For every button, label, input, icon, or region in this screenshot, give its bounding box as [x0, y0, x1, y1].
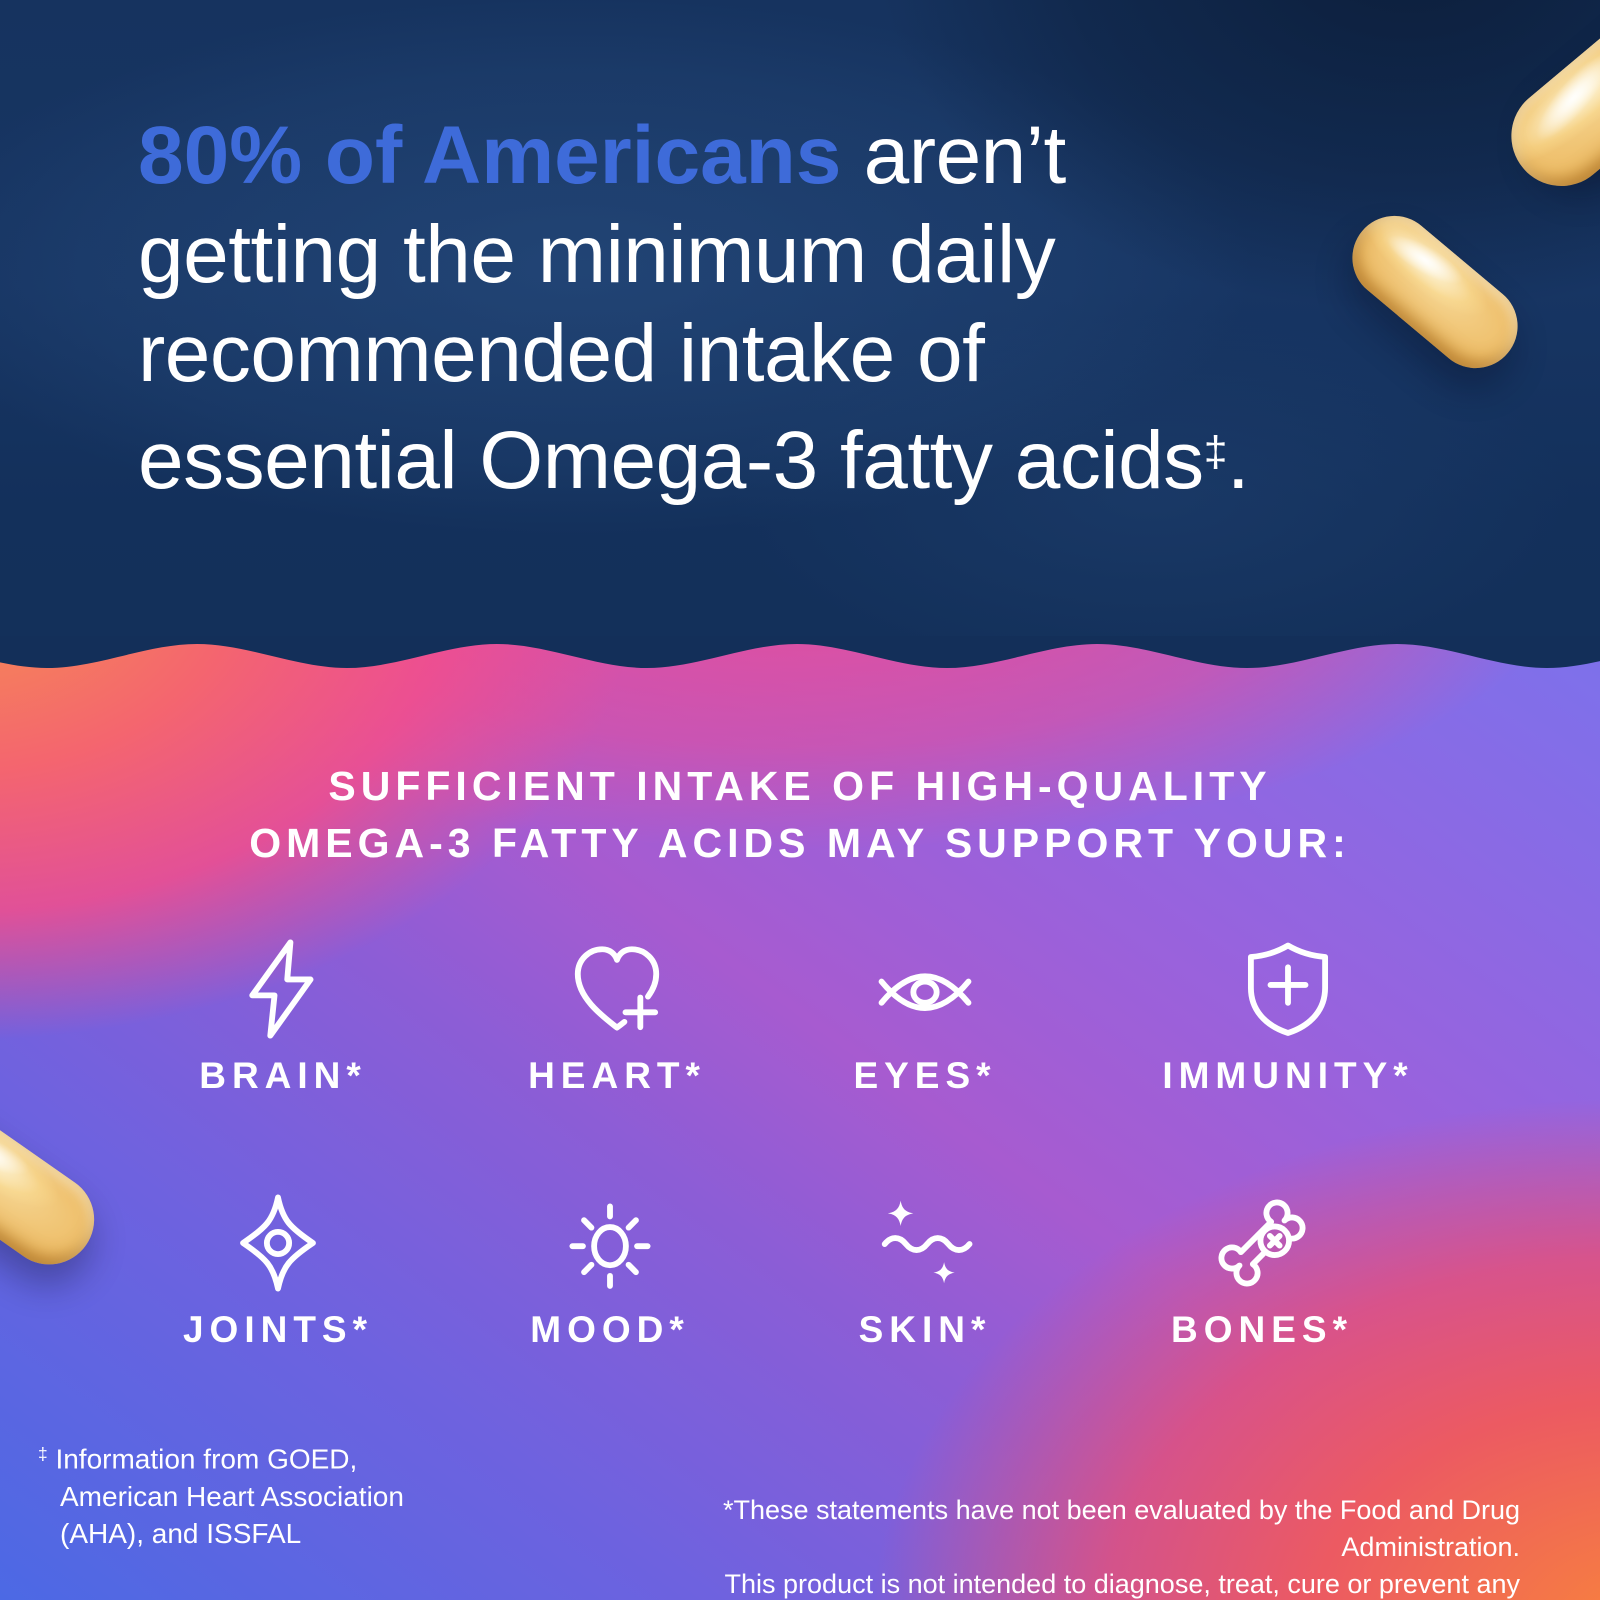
benefit-label: JOINTS* — [182, 1309, 374, 1350]
bottom-section-background — [0, 600, 1600, 1600]
benefit-joints: JOINTS* — [118, 1190, 438, 1351]
eye-icon — [878, 973, 972, 1011]
sun-icon — [569, 1203, 651, 1289]
benefit-brain: BRAIN* — [123, 936, 443, 1097]
fda-disclaimer: *These statements have not been evaluate… — [620, 1492, 1520, 1600]
headline-line-1: 80% of Americans aren’t — [138, 110, 1066, 201]
bone-plus-icon — [1218, 1199, 1306, 1287]
fda-disclaimer-line-1: *These statements have not been evaluate… — [722, 1495, 1520, 1562]
fda-disclaimer-line-2: This product is not intended to diagnose… — [724, 1569, 1520, 1599]
heart-plus-icon — [574, 946, 660, 1031]
benefit-label: MOOD* — [530, 1309, 690, 1350]
headline: 80% of Americans aren’t getting the mini… — [138, 106, 1498, 510]
benefit-label: EYES* — [853, 1055, 997, 1096]
wave-divider — [0, 636, 1600, 668]
support-heading: SUFFICIENT INTAKE OF HIGH-QUALITY OMEGA-… — [0, 758, 1600, 872]
top-section-background — [0, 0, 1600, 637]
support-heading-line-1: SUFFICIENT INTAKE OF HIGH-QUALITY — [328, 763, 1272, 809]
benefit-heart: HEART* — [457, 936, 777, 1097]
dagger-mark: ‡ — [38, 1444, 48, 1464]
benefit-label: BONES* — [1171, 1309, 1353, 1350]
headline-line-2: getting the minimum daily — [138, 209, 1056, 300]
benefit-label: IMMUNITY* — [1162, 1055, 1414, 1096]
benefit-immunity: IMMUNITY* — [1128, 936, 1448, 1097]
source-footnote: ‡ Information from GOED, American Heart … — [38, 1436, 404, 1552]
dagger-mark: ‡ — [1203, 428, 1228, 476]
source-footnote-line-1: ‡ Information from GOED, — [38, 1443, 358, 1475]
support-heading-line-2: OMEGA-3 FATTY ACIDS MAY SUPPORT YOUR: — [249, 820, 1351, 866]
source-footnote-line-3: (AHA), and ISSFAL — [60, 1517, 302, 1549]
sparkle-wave-icon — [881, 1200, 973, 1284]
shield-plus-icon — [1247, 942, 1329, 1036]
benefit-mood: MOOD* — [450, 1190, 770, 1351]
benefit-label: SKIN* — [858, 1309, 992, 1350]
headline-line-4: essential Omega-3 fatty acids‡. — [138, 415, 1250, 507]
headline-stat: 80% of Americans — [138, 110, 842, 201]
source-footnote-line-2: American Heart Association — [60, 1480, 404, 1512]
benefit-label: BRAIN* — [199, 1055, 367, 1096]
four-point-star-icon — [240, 1194, 316, 1292]
lightning-bolt-icon — [249, 939, 314, 1039]
benefit-bones: BONES* — [1102, 1190, 1422, 1351]
benefit-eyes: EYES* — [765, 936, 1085, 1097]
benefit-skin: SKIN* — [765, 1190, 1085, 1351]
benefit-label: HEART* — [528, 1055, 706, 1096]
headline-line-3: recommended intake of — [138, 308, 985, 399]
